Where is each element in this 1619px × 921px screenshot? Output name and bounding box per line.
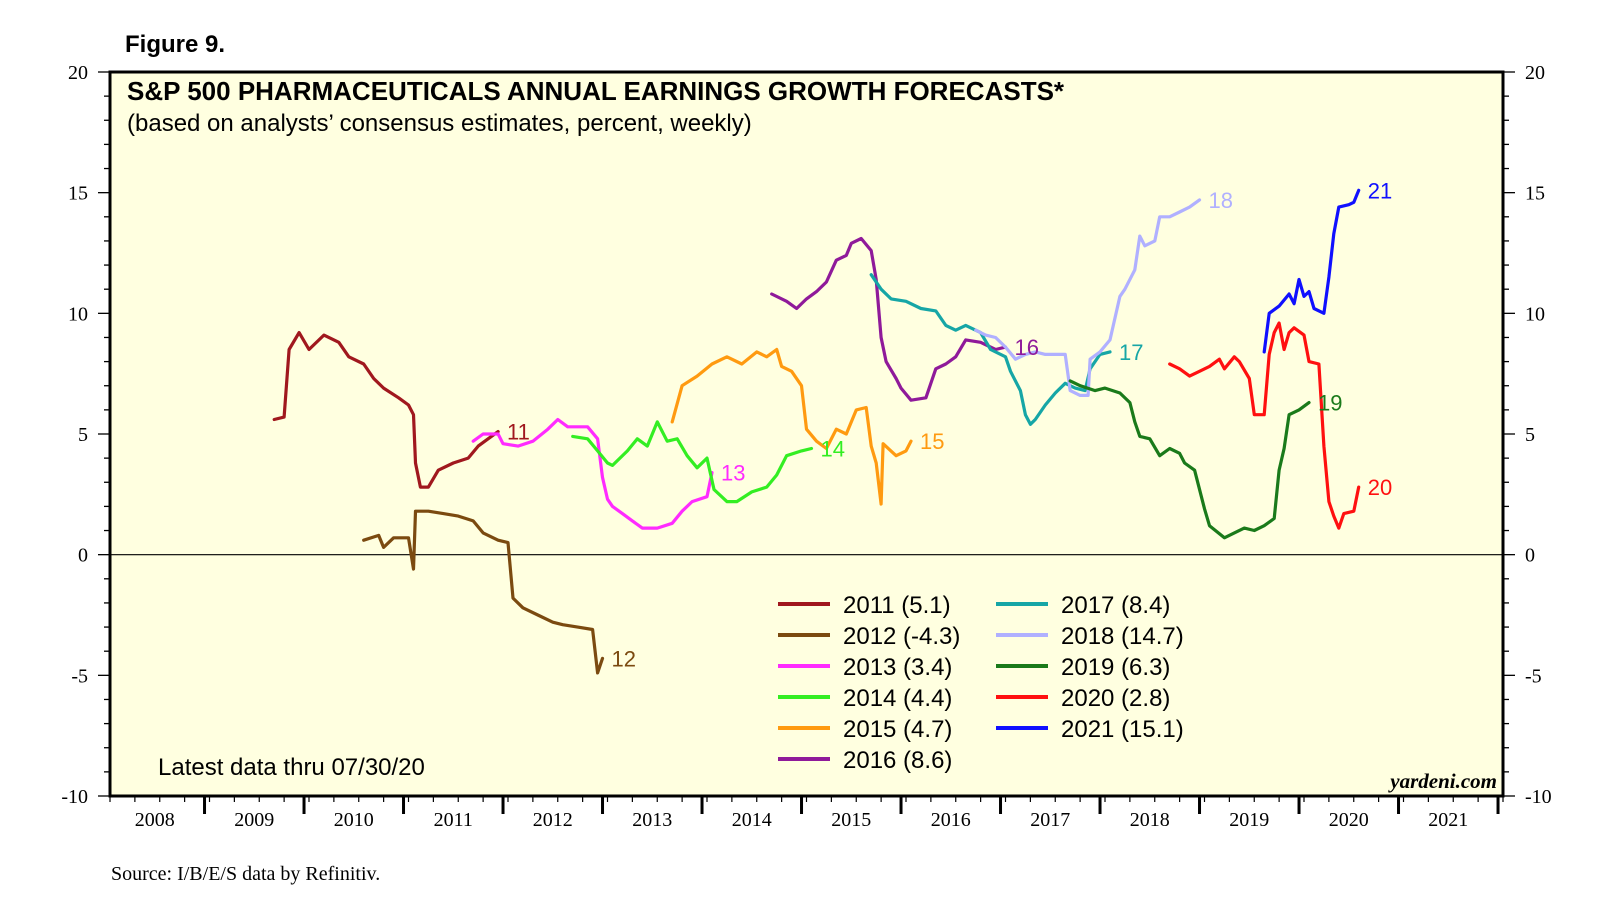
series-line-2020 (1168, 321, 1361, 530)
y-tick-label-left: 10 (68, 303, 88, 325)
series-end-label-2017: 17 (1119, 340, 1143, 365)
series-line-2013 (471, 417, 714, 530)
legend-label-2011: 2011 (5.1) (843, 592, 951, 619)
x-tick-label: 2020 (1329, 809, 1369, 831)
labels-layer: 11 12 13 14 15 16 17 18 19 20 21 (507, 178, 1392, 671)
y-tick-label-left: 15 (68, 183, 88, 205)
legend: 2011 (5.1) 2012 (-4.3) 2013 (3.4) 2014 (4.4… (778, 592, 1184, 774)
series-line-2021 (1262, 188, 1361, 354)
x-tick-label: 2009 (234, 809, 274, 831)
x-tick-label: 2011 (434, 809, 473, 831)
x-tick-label: 2016 (931, 809, 971, 831)
y-tick-label-left: 5 (78, 424, 88, 446)
x-tick-label: 2018 (1130, 809, 1170, 831)
legend-label-2018: 2018 (14.7) (1061, 623, 1184, 650)
legend-label-2016: 2016 (8.6) (843, 747, 952, 774)
y-tick-label-right: -10 (1525, 786, 1552, 808)
series-line-2018 (974, 198, 1202, 397)
series-end-label-2014: 14 (820, 436, 844, 461)
y-tick-label-right: 0 (1525, 545, 1535, 567)
chart-title: S&P 500 PHARMACEUTICALS ANNUAL EARNINGS … (127, 76, 1065, 106)
series-line-2015 (670, 347, 913, 506)
x-tick-label: 2019 (1229, 809, 1269, 831)
y-tick-label-right: 10 (1525, 303, 1545, 325)
x-tick-label: 2021 (1428, 809, 1468, 831)
series-end-label-2013: 13 (721, 461, 745, 486)
series-end-label-2015: 15 (920, 429, 944, 454)
source-note: Source: I/B/E/S data by Refinitiv. (111, 863, 380, 885)
legend-label-2019: 2019 (6.3) (1061, 654, 1170, 681)
series-line-2011 (272, 331, 500, 489)
y-tick-label-right: 5 (1525, 424, 1535, 446)
legend-label-2017: 2017 (8.4) (1061, 592, 1170, 619)
x-tick-label: 2014 (732, 809, 772, 831)
series-end-label-2016: 16 (1015, 335, 1039, 360)
x-tick-label: 2012 (533, 809, 573, 831)
series-layer (272, 188, 1361, 675)
x-tick-label: 2015 (831, 809, 871, 831)
legend-label-2015: 2015 (4.7) (843, 716, 952, 743)
series-line-2017 (869, 273, 1112, 426)
y-tick-label-left: -10 (61, 786, 88, 808)
brand-watermark: yardeni.com (1387, 769, 1497, 793)
series-end-label-2011: 11 (507, 420, 530, 445)
y-tick-label-right: -5 (1525, 665, 1542, 687)
latest-data-note: Latest data thru 07/30/20 (158, 754, 425, 781)
series-end-label-2019: 19 (1318, 391, 1342, 416)
y-tick-label-left: -5 (71, 665, 88, 687)
series-end-label-2021: 21 (1368, 178, 1392, 203)
x-tick-label: 2013 (632, 809, 672, 831)
series-line-2014 (571, 420, 814, 504)
series-line-2012 (362, 509, 605, 675)
chart-subtitle: (based on analysts’ consensus estimates,… (127, 110, 752, 137)
legend-label-2013: 2013 (3.4) (843, 654, 952, 681)
x-tick-label: 2017 (1030, 809, 1070, 831)
series-end-label-2018: 18 (1209, 188, 1233, 213)
x-tick-label: 2008 (135, 809, 175, 831)
figure-label: Figure 9. (125, 31, 225, 58)
y-tick-label-right: 20 (1525, 62, 1545, 84)
y-tick-label-right: 15 (1525, 183, 1545, 205)
legend-label-2014: 2014 (4.4) (843, 685, 952, 712)
series-end-label-2020: 20 (1368, 475, 1392, 500)
y-tick-label-left: 20 (68, 62, 88, 84)
series-end-label-2012: 12 (612, 646, 636, 671)
plot-area (108, 70, 1505, 798)
x-tick-label: 2010 (334, 809, 374, 831)
legend-label-2012: 2012 (-4.3) (843, 623, 960, 650)
series-line-2019 (1068, 379, 1311, 540)
series-line-2016 (770, 236, 1008, 402)
legend-label-2020: 2020 (2.8) (1061, 685, 1170, 712)
y-tick-label-left: 0 (78, 545, 88, 567)
legend-label-2021: 2021 (15.1) (1061, 716, 1184, 743)
